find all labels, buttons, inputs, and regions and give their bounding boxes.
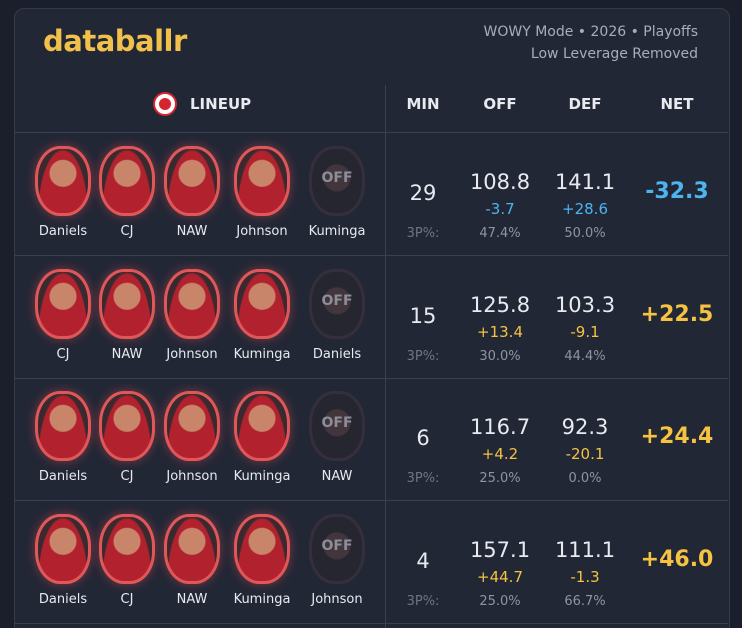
separator [14,622,728,624]
player-avatar [164,391,220,461]
def-rating: 92.3 [561,415,609,439]
player-name: Daniels [312,346,362,362]
separator [14,132,728,133]
def-rating: 111.1 [554,537,616,562]
off-tag: OFF [321,537,353,554]
col-header: DEF [568,95,602,113]
player-name: NAW [176,591,208,607]
player-avatar [99,268,155,339]
off-3p: 25.0% [479,471,521,486]
player-avatar [234,513,290,584]
player-name: CJ [56,346,70,362]
off-diff: +13.4 [477,322,523,341]
player-name: Daniels [38,591,88,607]
player-avatar [99,146,155,216]
def-rating: 141.1 [554,170,616,194]
player-avatar [234,268,290,339]
player-name: Daniels [38,469,88,484]
off-rating: 157.1 [469,537,531,562]
player-name: Kuminga [233,591,291,607]
player-name: Johnson [236,224,288,239]
off-tag: OFF [321,170,353,186]
def-diff: -9.1 [570,322,600,341]
off-3p: 25.0% [479,593,521,609]
col-header: NET [660,95,694,113]
minutes: 29 [409,181,437,205]
three-label: 3P%: [406,226,440,241]
def-diff: -1.3 [570,567,600,586]
off-rating: 108.8 [469,170,531,194]
def-3p: 44.4% [564,348,606,364]
minutes: 15 [409,303,437,328]
player-name: CJ [120,591,134,607]
def-diff: -20.1 [565,445,605,463]
off-tag: OFF [321,415,353,431]
team-logo [153,92,177,116]
player-name: Johnson [311,591,363,607]
player-avatar [164,146,220,216]
off-3p: 30.0% [479,348,521,364]
minutes: 6 [416,426,430,450]
player-avatar [164,513,220,584]
player-avatar-off [309,391,365,461]
three-label: 3P%: [406,593,440,609]
player-avatar [164,268,220,339]
player-name: Kuminga [233,346,291,362]
player-avatar [99,513,155,584]
off-rating: 116.7 [469,415,531,439]
minutes: 4 [416,548,430,573]
def-diff: +28.6 [562,200,608,218]
player-avatar [35,391,91,461]
off-tag: OFF [321,292,353,309]
off-3p: 47.4% [479,226,521,241]
off-diff: -3.7 [485,200,515,218]
player-avatar [35,513,91,584]
off-rating: 125.8 [469,292,531,317]
player-avatar [35,268,91,339]
player-avatar [234,391,290,461]
col-header: LINEUP [190,95,252,113]
def-rating: 103.3 [554,292,616,317]
off-diff: +4.2 [481,445,519,463]
player-name: NAW [111,346,143,362]
player-avatar-off [309,268,365,339]
net-rating: +46.0 [640,546,714,572]
separator [14,500,728,501]
subtitle: WOWY Mode • 2026 • Playoffs [483,24,699,40]
player-name: CJ [120,469,134,484]
player-avatar-off [309,513,365,584]
player-avatar [99,391,155,461]
player-name: NAW [176,224,208,239]
net-rating: +22.5 [640,301,714,327]
player-name: Kuminga [308,224,366,239]
def-3p: 66.7% [564,593,606,609]
player-name: Johnson [166,469,218,484]
three-label: 3P%: [406,471,440,486]
player-avatar [234,146,290,216]
brand: databallr [43,24,187,58]
net-rating: +24.4 [640,424,714,449]
off-diff: +44.7 [477,567,523,586]
player-name: CJ [120,224,134,239]
three-label: 3P%: [406,348,440,364]
def-3p: 50.0% [564,226,606,241]
subtitle: Low Leverage Removed [530,46,698,62]
def-3p: 0.0% [568,471,602,486]
player-avatar [35,146,91,216]
player-name: NAW [321,469,353,484]
separator [14,377,728,379]
divider [385,85,386,628]
col-header: OFF [483,95,517,113]
player-name: Daniels [38,224,88,239]
separator [14,255,728,256]
net-rating: -32.3 [645,179,709,204]
player-name: Johnson [166,346,218,362]
col-header: MIN [406,95,440,113]
player-name: Kuminga [233,469,291,484]
player-avatar-off [309,146,365,216]
